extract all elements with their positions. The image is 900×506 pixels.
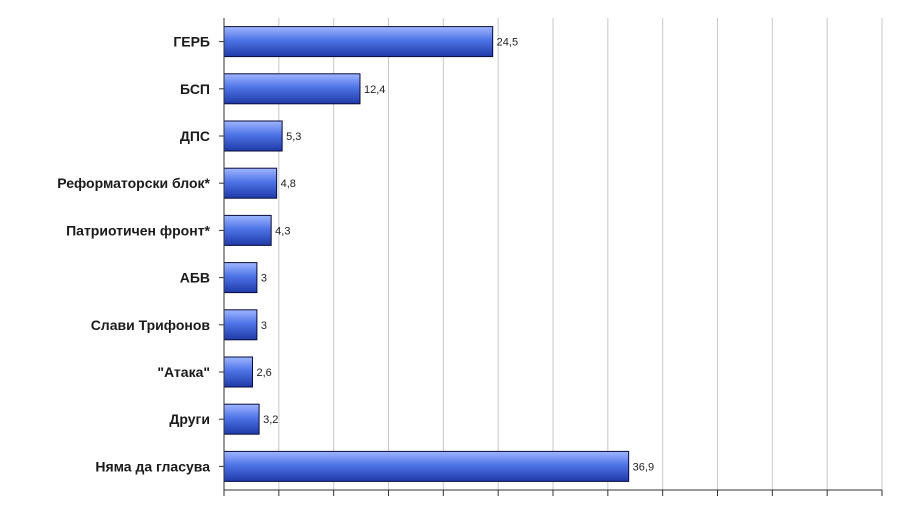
labels: ГЕРБ 24,5 БСП 12,4 ДПС 5,3 Реформаторски блок*… bbox=[57, 34, 654, 475]
value-label: 4,3 bbox=[275, 225, 290, 237]
value-label: 24,5 bbox=[497, 37, 518, 49]
category-label: ГЕРБ bbox=[173, 34, 210, 50]
value-label: 4,8 bbox=[281, 178, 296, 190]
axes bbox=[219, 18, 883, 496]
value-label: 3 bbox=[261, 320, 267, 332]
value-label: 36,9 bbox=[633, 461, 654, 473]
value-label: 3,2 bbox=[263, 414, 278, 426]
bars bbox=[223, 26, 630, 482]
category-label: Реформаторски блок* bbox=[57, 175, 210, 191]
bar bbox=[223, 356, 254, 388]
value-label: 5,3 bbox=[286, 131, 301, 143]
bar bbox=[223, 450, 630, 482]
value-label: 3 bbox=[261, 273, 267, 285]
bar bbox=[223, 120, 283, 152]
value-label: 12,4 bbox=[364, 84, 385, 96]
category-label: Други bbox=[169, 411, 210, 427]
bar bbox=[223, 309, 258, 341]
bar bbox=[223, 26, 494, 58]
category-label: Няма да гласува bbox=[95, 458, 210, 474]
bar bbox=[223, 73, 361, 105]
category-label: АБВ bbox=[180, 270, 210, 286]
category-label: Патриотичен фронт* bbox=[66, 222, 210, 238]
bar bbox=[223, 214, 272, 246]
category-label: ДПС bbox=[180, 128, 210, 144]
category-label: Слави Трифонов bbox=[91, 317, 211, 333]
category-label: "Атака" bbox=[157, 364, 210, 380]
bar bbox=[223, 403, 260, 435]
bar bbox=[223, 262, 258, 294]
category-label: БСП bbox=[180, 81, 210, 97]
bar bbox=[223, 167, 278, 199]
value-label: 2,6 bbox=[257, 367, 272, 379]
